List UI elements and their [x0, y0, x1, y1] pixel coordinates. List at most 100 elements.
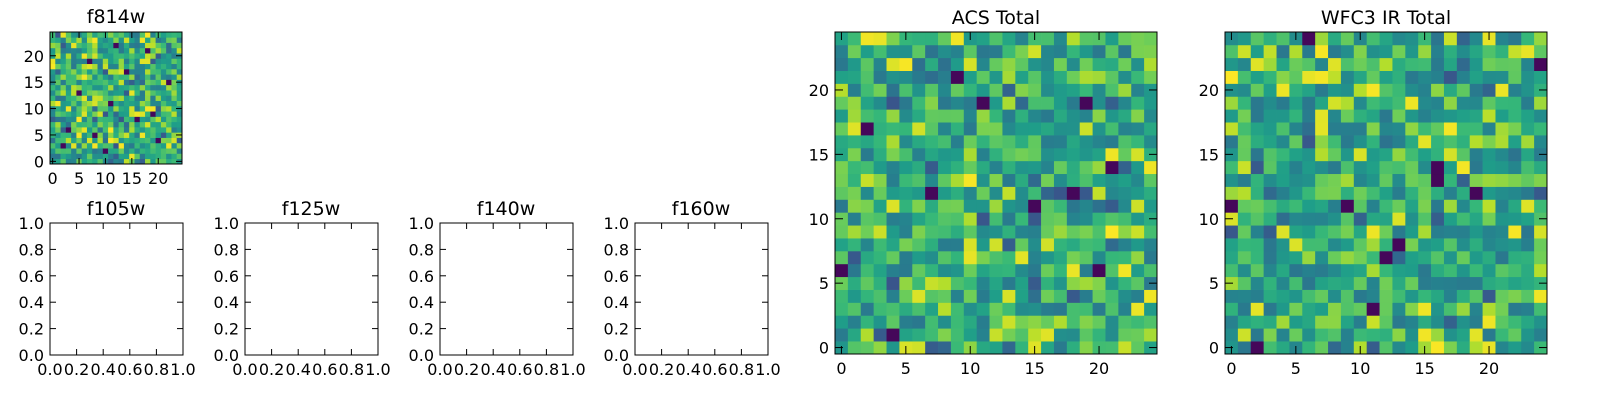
heatmap-cell: [1302, 32, 1316, 46]
heatmap-cell: [118, 53, 125, 59]
heatmap-cell: [873, 276, 887, 290]
heatmap-cell: [97, 68, 104, 75]
heatmap-cell: [1237, 212, 1252, 226]
heatmap-cell: [1041, 341, 1055, 355]
heatmap-cell: [1302, 135, 1316, 149]
heatmap-cell: [1431, 186, 1445, 200]
x-tick-label: 0.4: [90, 360, 115, 379]
heatmap-cell: [847, 315, 862, 329]
heatmap-cell: [65, 158, 72, 165]
heatmap-cell: [886, 32, 900, 46]
heatmap-cell: [1118, 83, 1132, 97]
heatmap-cell: [123, 90, 130, 96]
heatmap-cell: [1144, 44, 1158, 59]
heatmap-cell: [1379, 44, 1393, 59]
heatmap-cell: [155, 137, 162, 144]
heatmap-cell: [1418, 44, 1432, 59]
heatmap-cell: [171, 37, 178, 43]
heatmap-cell: [1534, 250, 1548, 265]
heatmap-cell: [113, 47, 119, 54]
heatmap-cell: [938, 289, 952, 303]
heatmap-cell: [1028, 147, 1042, 162]
heatmap-cell: [989, 289, 1003, 303]
heatmap-cell: [1028, 44, 1042, 59]
heatmap-cell: [976, 315, 990, 329]
heatmap-cell: [1431, 263, 1445, 278]
heatmap-cell: [176, 127, 183, 133]
heatmap-cell: [71, 111, 77, 117]
heatmap-cell: [118, 58, 125, 65]
heatmap-cell: [1418, 122, 1432, 136]
heatmap-cell: [1353, 276, 1368, 290]
heatmap-cell: [886, 289, 900, 303]
heatmap-cell: [102, 95, 109, 101]
heatmap-cell: [1144, 160, 1158, 175]
heatmap-cell: [1482, 122, 1496, 136]
heatmap-cell: [65, 84, 72, 91]
heatmap-cell: [847, 32, 862, 46]
heatmap-cell: [1263, 57, 1277, 71]
heatmap-cell: [1418, 250, 1432, 265]
heatmap-cell: [989, 109, 1003, 123]
heatmap-cell: [171, 111, 178, 117]
heatmap-cell: [1482, 147, 1496, 162]
heatmap-cell: [97, 158, 104, 165]
heatmap-cell: [873, 32, 887, 46]
heatmap-cell: [1443, 289, 1458, 303]
heatmap-cell: [1092, 212, 1106, 226]
heatmap-cell: [129, 95, 135, 101]
heatmap-cell: [925, 32, 939, 46]
heatmap-cell: [102, 148, 109, 154]
heatmap-cell: [1482, 276, 1496, 290]
heatmap-cell: [963, 315, 978, 329]
heatmap-cell: [65, 100, 72, 107]
heatmap-cell: [1379, 250, 1393, 265]
x-tick-label: 0.8: [144, 360, 169, 379]
heatmap-cell: [1521, 173, 1535, 187]
heatmap-cell: [1379, 302, 1393, 316]
heatmap-cell: [71, 74, 77, 80]
heatmap-cell: [81, 79, 88, 86]
heatmap-cell: [129, 137, 135, 144]
heatmap-cell: [950, 225, 965, 239]
heatmap-cell: [1353, 225, 1368, 239]
heatmap-cell: [102, 116, 109, 123]
heatmap-cell: [92, 142, 98, 149]
heatmap-cell: [847, 263, 862, 278]
heatmap-cell: [1405, 160, 1419, 175]
heatmap-cell: [1302, 199, 1316, 213]
heatmap-cell: [950, 83, 965, 97]
heatmap-cell: [1041, 315, 1055, 329]
heatmap-cell: [1079, 315, 1093, 329]
heatmap-cell: [1066, 276, 1081, 290]
heatmap-cell: [76, 37, 83, 43]
heatmap-cell: [1105, 70, 1119, 84]
heatmap-cell: [1225, 135, 1239, 149]
heatmap-cell: [60, 121, 67, 128]
heatmap-cell: [1495, 109, 1509, 123]
heatmap-cell: [1495, 160, 1509, 175]
heatmap-cell: [1508, 44, 1522, 59]
heatmap-cell: [166, 32, 172, 38]
heatmap-cell: [1041, 276, 1055, 290]
heatmap-cell: [1443, 250, 1458, 265]
heatmap-cell: [950, 186, 965, 200]
heatmap-cell: [65, 137, 72, 144]
heatmap-cell: [1392, 238, 1406, 252]
heatmap-cell: [97, 32, 104, 38]
heatmap-cell: [1495, 70, 1509, 84]
heatmap-cell: [1456, 315, 1471, 329]
x-tick-label: 15: [122, 169, 142, 188]
heatmap-cell: [60, 63, 67, 70]
heatmap-cell: [139, 47, 146, 54]
heatmap-cell: [50, 95, 56, 101]
x-tick-label: 15: [1414, 359, 1434, 378]
heatmap-cell: [976, 199, 990, 213]
heatmap-cell: [123, 111, 130, 117]
heatmap-cell: [97, 116, 104, 123]
heatmap-cell: [1066, 199, 1081, 213]
heatmap-cell: [1237, 289, 1252, 303]
heatmap-cell: [1015, 122, 1029, 136]
heatmap-cell: [1079, 83, 1093, 97]
heatmap-cell: [950, 173, 965, 187]
